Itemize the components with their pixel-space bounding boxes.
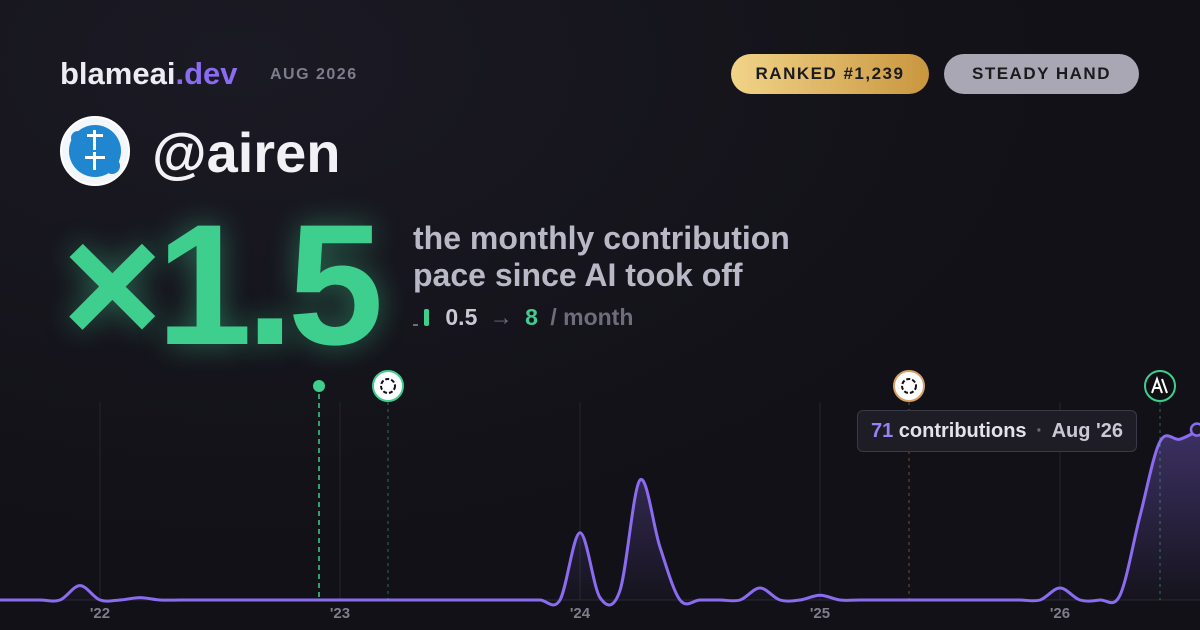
event-icon: [893, 370, 925, 402]
avatar: [60, 116, 130, 186]
tooltip: 71 contributions · Aug '26: [857, 410, 1137, 452]
brand-tld: .dev: [175, 56, 238, 91]
x-tick-label: '23: [330, 605, 350, 622]
event-glyph: [1151, 376, 1168, 394]
headline-line: pace since AI took off: [413, 257, 743, 293]
x-tick-label: '24: [570, 605, 591, 622]
tooltip-separator: ·: [1036, 420, 1043, 442]
x-tick-label: '25: [810, 605, 830, 622]
line: [0, 428, 1200, 607]
x-tick-label: '22: [90, 605, 110, 622]
headline-line: the monthly contribution: [413, 220, 790, 256]
event-glyph: [380, 378, 396, 394]
brand-name: blameai: [60, 56, 176, 91]
tooltip-label: contributions: [898, 420, 1027, 442]
events: [313, 370, 1176, 600]
stats: 0.5 → 8 / month: [413, 304, 633, 331]
stat-after: 8: [525, 304, 538, 330]
tooltip-date: Aug '26: [1051, 420, 1124, 442]
event-glyph: [901, 378, 917, 394]
tooltip-count: 71: [870, 420, 894, 442]
event-icon: [372, 370, 404, 402]
mini-bars: [413, 309, 429, 326]
area: [0, 429, 1200, 606]
brand: blameai.dev: [60, 56, 237, 92]
stat-before: 0.5: [445, 304, 478, 330]
date: AUG 2026: [270, 66, 358, 83]
rank-badge: RANKED #1,239: [731, 54, 929, 94]
event-dot: [313, 380, 325, 392]
handle: @airen: [152, 121, 341, 184]
headline-text: the monthly contribution pace since AI t…: [413, 220, 790, 294]
stat-unit: / month: [550, 304, 634, 330]
multiplier: ×1.5: [62, 189, 384, 381]
stat-arrow: →: [489, 304, 513, 330]
point: [1189, 422, 1200, 437]
x-tick-label: '26: [1050, 605, 1070, 622]
style-badge: STEADY HAND: [944, 54, 1139, 94]
